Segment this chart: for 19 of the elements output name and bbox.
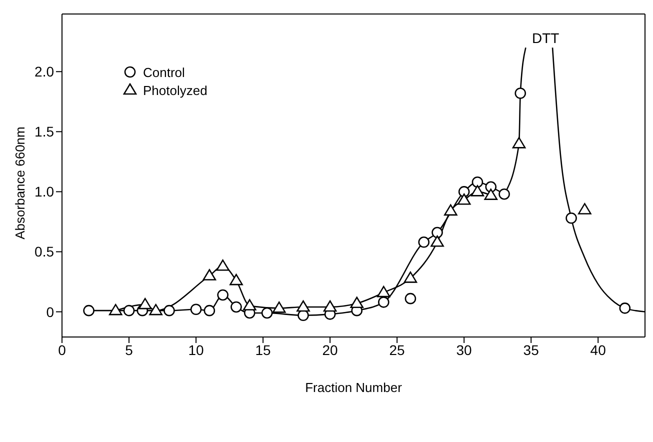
x-tick-label: 40: [590, 342, 606, 358]
x-tick-label: 5: [125, 342, 134, 358]
x-tick-label: 15: [255, 342, 272, 358]
y-tick-label: 0.5: [34, 244, 54, 260]
x-tick-label: 20: [322, 342, 338, 358]
x-tick-label: 0: [58, 342, 66, 358]
annotation: DTT: [532, 30, 560, 46]
legend-label: Control: [143, 64, 185, 80]
y-tick-label: 1.5: [34, 124, 54, 140]
x-axis-title: Fraction Number: [305, 380, 403, 395]
x-tick-label: 10: [188, 342, 204, 358]
x-tick-label: 30: [456, 342, 472, 358]
legend-label: Photolyzed: [143, 82, 208, 98]
y-tick-label: 0: [46, 304, 54, 320]
y-tick-label: 1.0: [34, 184, 54, 200]
y-tick-label: 2.0: [34, 64, 54, 80]
x-tick-label: 35: [523, 342, 540, 358]
y-axis-title: Absorbance 660nm: [12, 126, 28, 240]
x-tick-label: 25: [389, 342, 406, 358]
